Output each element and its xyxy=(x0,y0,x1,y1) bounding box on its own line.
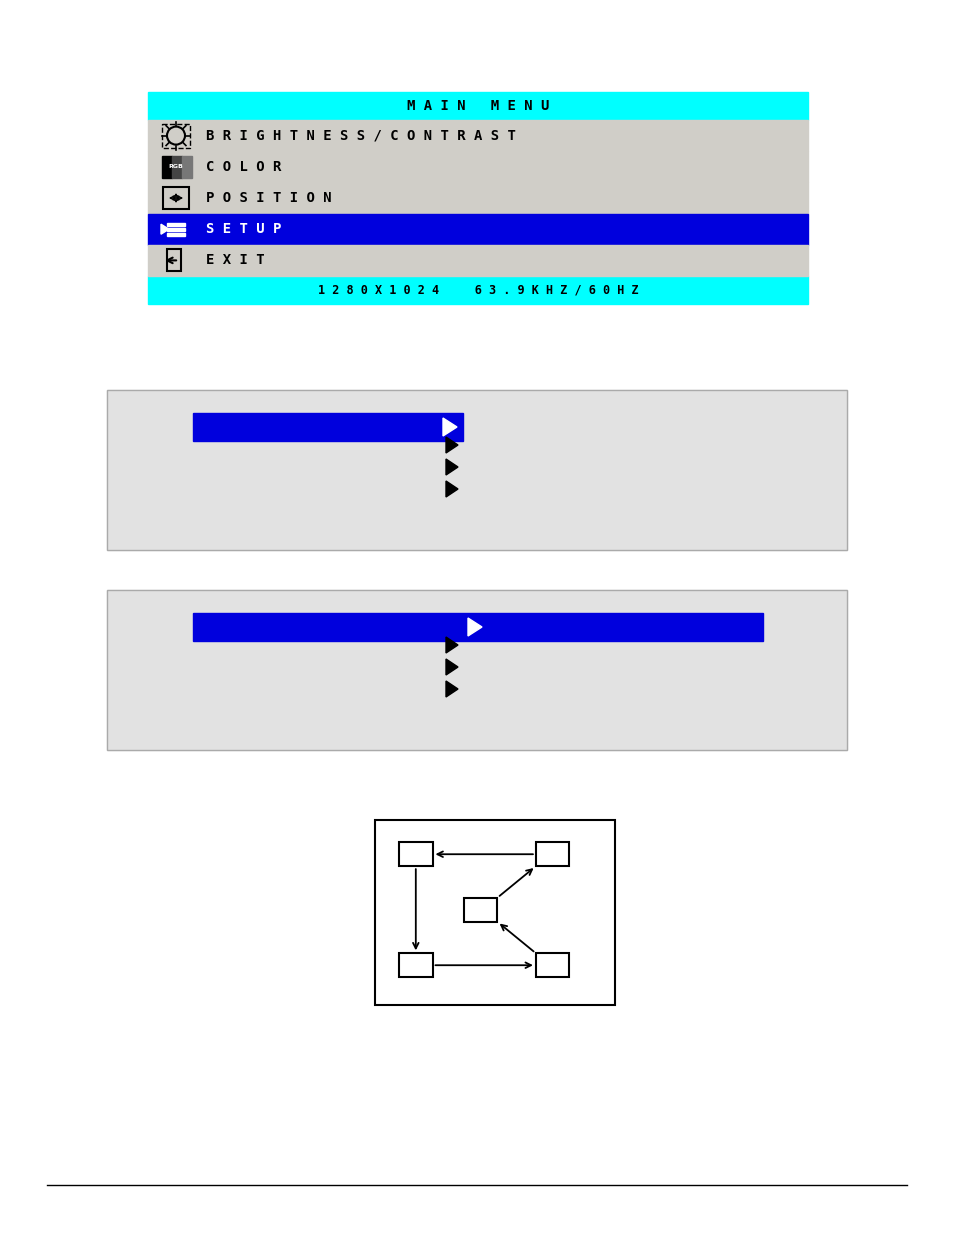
Polygon shape xyxy=(446,637,457,653)
Bar xyxy=(167,249,181,272)
Text: B R I G H T N E S S / C O N T R A S T: B R I G H T N E S S / C O N T R A S T xyxy=(206,128,516,142)
Text: P O S I T I O N: P O S I T I O N xyxy=(206,191,332,205)
Bar xyxy=(148,275,807,304)
Bar xyxy=(148,91,807,120)
Bar xyxy=(107,590,846,750)
Polygon shape xyxy=(161,225,169,235)
Bar xyxy=(193,412,462,441)
Text: M A I N   M E N U: M A I N M E N U xyxy=(406,99,549,112)
Polygon shape xyxy=(446,437,457,453)
Polygon shape xyxy=(446,680,457,697)
Text: E X I T: E X I T xyxy=(206,253,264,268)
Polygon shape xyxy=(446,659,457,676)
Bar xyxy=(148,120,807,151)
Bar xyxy=(107,390,846,550)
Bar xyxy=(162,156,172,178)
Bar xyxy=(163,186,189,209)
Bar xyxy=(167,232,185,236)
Bar xyxy=(193,613,762,641)
Polygon shape xyxy=(446,459,457,475)
Bar xyxy=(536,953,569,977)
Polygon shape xyxy=(468,618,481,636)
Polygon shape xyxy=(446,480,457,496)
Bar xyxy=(148,183,807,214)
Bar xyxy=(375,820,615,1005)
Bar xyxy=(536,842,569,866)
Text: 1 2 8 0 X 1 0 2 4     6 3 . 9 K H Z / 6 0 H Z: 1 2 8 0 X 1 0 2 4 6 3 . 9 K H Z / 6 0 H … xyxy=(317,284,638,296)
Polygon shape xyxy=(442,417,456,436)
Bar xyxy=(107,590,846,750)
Bar xyxy=(162,124,190,148)
Bar xyxy=(398,953,432,977)
Bar xyxy=(167,222,185,226)
Text: C O L O R: C O L O R xyxy=(206,159,281,174)
Bar xyxy=(148,151,807,183)
Bar xyxy=(167,227,185,231)
Text: RGB: RGB xyxy=(169,164,183,169)
Bar xyxy=(148,214,807,245)
Text: S E T U P: S E T U P xyxy=(206,222,281,236)
Bar xyxy=(172,156,182,178)
Bar xyxy=(463,898,497,921)
Bar xyxy=(148,245,807,275)
Bar xyxy=(398,842,432,866)
Bar xyxy=(107,390,846,550)
Bar xyxy=(182,156,192,178)
